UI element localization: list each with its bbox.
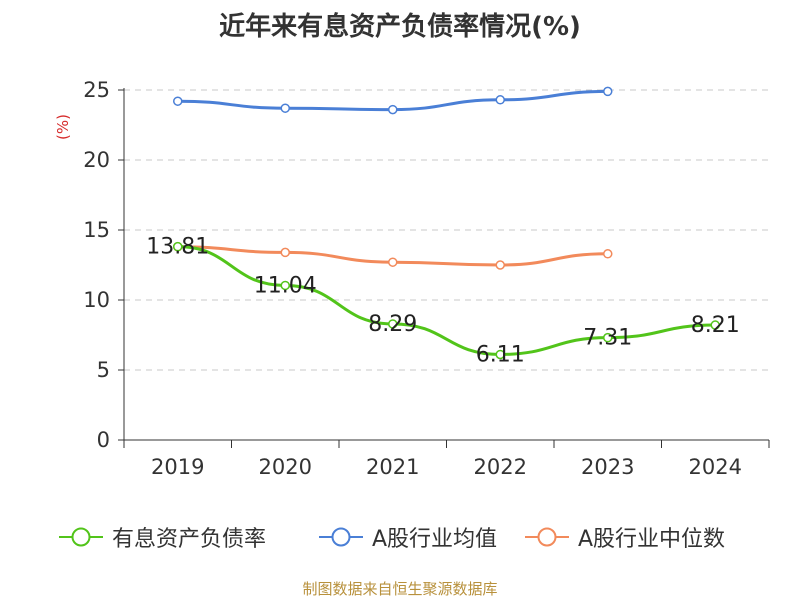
data-point bbox=[173, 96, 183, 106]
data-point bbox=[603, 332, 613, 343]
y-axis-label: (%) bbox=[54, 114, 72, 140]
legend-item-有息资产负债率[interactable]: 有息资产负债率 bbox=[58, 520, 266, 554]
x-tick-label: 2024 bbox=[689, 455, 742, 479]
legend-swatch-green bbox=[59, 527, 103, 547]
data-point bbox=[495, 95, 505, 105]
data-label: 6.11 bbox=[476, 342, 525, 367]
y-tick-label: 5 bbox=[97, 358, 110, 382]
legend-label: A股行业中位数 bbox=[578, 527, 726, 552]
data-label: 8.21 bbox=[691, 313, 740, 338]
legend: 有息资产负债率 A股行业均值 A股行业中位数 bbox=[0, 520, 800, 554]
legend-label: 有息资产负债率 bbox=[112, 527, 267, 552]
series bbox=[173, 86, 720, 360]
data-label: 13.81 bbox=[146, 235, 209, 260]
x-tick-label: 2020 bbox=[259, 455, 312, 479]
data-point bbox=[280, 247, 290, 258]
y-tick-label: 25 bbox=[83, 78, 110, 102]
data-label: 11.04 bbox=[254, 273, 317, 298]
x-tick-label: 2022 bbox=[474, 455, 527, 479]
series-A股行业均值 bbox=[173, 86, 613, 115]
data-point bbox=[603, 249, 613, 259]
legend-item-A股行业均值[interactable]: A股行业均值 bbox=[318, 520, 497, 554]
data-labels: 13.81 11.04 8.29 6.11 7.31 8.21 bbox=[146, 235, 739, 368]
series-A股行业中位数 bbox=[173, 242, 613, 270]
legend-item-A股行业中位数[interactable]: A股行业中位数 bbox=[524, 520, 725, 554]
data-point bbox=[710, 320, 720, 330]
data-label: 8.29 bbox=[368, 312, 417, 337]
source-note: 制图数据来自恒生聚源数据库 bbox=[302, 580, 498, 598]
legend-label: A股行业均值 bbox=[372, 527, 498, 552]
data-point bbox=[173, 241, 183, 252]
data-point bbox=[388, 257, 398, 267]
series-有息资产负债率 bbox=[173, 241, 720, 360]
data-label: 7.31 bbox=[583, 326, 632, 351]
data-point bbox=[280, 280, 290, 291]
gridlines bbox=[124, 89, 769, 371]
y-tick-label: 20 bbox=[83, 148, 110, 172]
legend-swatch-orange bbox=[525, 527, 569, 547]
data-point bbox=[495, 260, 505, 270]
chart-title: 近年来有息资产负债率情况(%) bbox=[219, 12, 581, 42]
x-tick-label: 2021 bbox=[366, 455, 419, 479]
data-point bbox=[495, 349, 505, 360]
legend-swatch-blue bbox=[319, 527, 363, 547]
y-tick-label: 10 bbox=[83, 288, 110, 312]
data-point bbox=[388, 319, 398, 329]
data-point bbox=[280, 103, 290, 113]
y-tick-label: 15 bbox=[83, 218, 110, 242]
y-tick-label: 0 bbox=[97, 428, 110, 452]
x-tick-label: 2023 bbox=[581, 455, 634, 479]
axes: 0 5 10 15 20 25 2019 2020 2021 2022 2023 2024 bbox=[83, 78, 770, 479]
x-tick-label: 2019 bbox=[151, 455, 204, 479]
data-point bbox=[603, 86, 613, 97]
data-point bbox=[388, 104, 398, 115]
